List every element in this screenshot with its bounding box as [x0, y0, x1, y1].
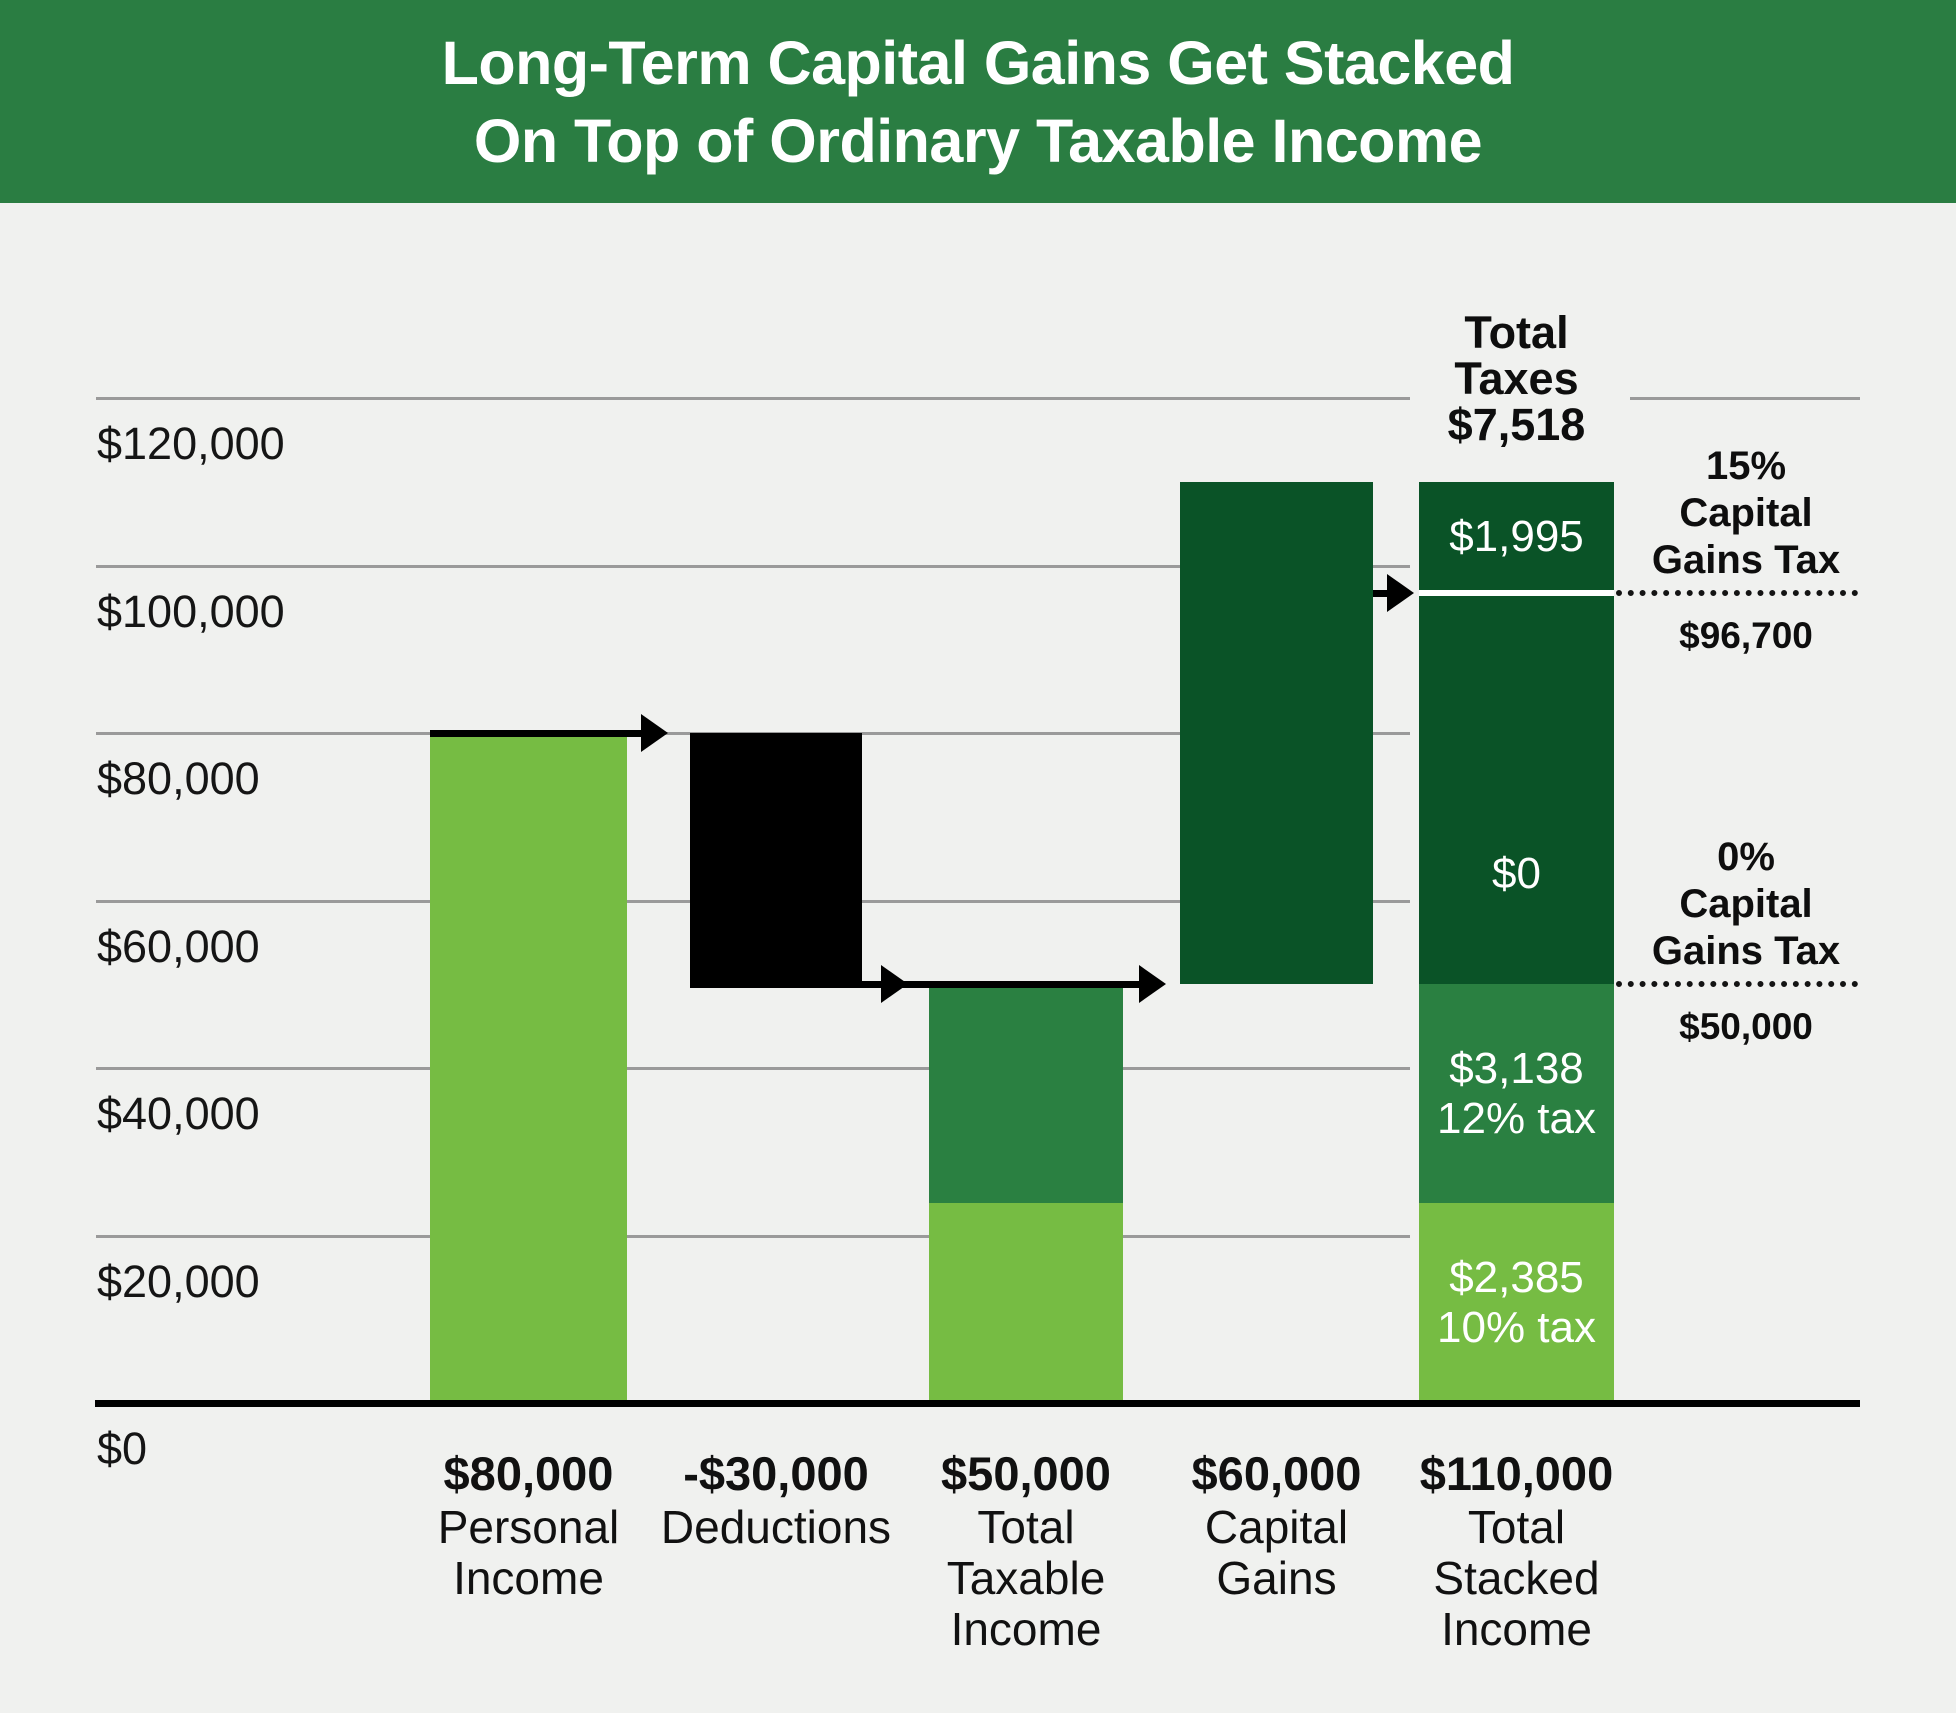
bottom-label-name-line: Total — [977, 1501, 1075, 1553]
bottom-label-name-line: Income — [950, 1603, 1102, 1655]
arrow-income-to-deductions-head-0 — [641, 714, 668, 752]
chart-title-line-2: On Top of Ordinary Taxable Income — [473, 106, 1483, 175]
gridline-100000 — [96, 564, 1410, 568]
bar-total-stacked-income-segment-0 — [1419, 1203, 1614, 1403]
bar-total-stacked-income-segment-2 — [1419, 593, 1614, 985]
bottom-label-name-line: Stacked — [1433, 1552, 1600, 1604]
label-15-percent-bracket: 15% Capital Gains Tax — [1566, 443, 1926, 584]
arrow-deductions-to-taxable-to-gains-line — [690, 981, 1139, 989]
dotted-line-15-percent-bracket — [1616, 590, 1858, 597]
bottom-label-total-stacked-income: $110,000 Total Stacked Income — [1359, 1446, 1674, 1655]
total-taxes-line: Taxes — [1454, 353, 1579, 404]
bar-capital-gains-segment-0 — [1180, 481, 1373, 985]
threshold-0-percent-bracket: $50,000 — [1679, 1006, 1813, 1048]
bottom-label-name-line: Personal — [437, 1501, 620, 1553]
bracket-label-line: 0% — [1717, 835, 1775, 880]
bar-total-stacked-income-segment-1-label: $3,138 12% tax — [1419, 1044, 1614, 1144]
bottom-label-value: $80,000 — [443, 1447, 614, 1500]
y-tick-60000: $60,000 — [97, 920, 260, 972]
gridline-120000 — [96, 397, 1410, 400]
chart-title-line-1: Long-Term Capital Gains Get Stacked — [441, 28, 1515, 97]
bottom-label-value: -$30,000 — [683, 1447, 869, 1500]
bottom-label-total-taxable-income: $50,000 Total Taxable Income — [869, 1446, 1183, 1655]
bracket-label-line: Gains Tax — [1651, 538, 1841, 583]
y-tick-20000: $20,000 — [97, 1255, 260, 1307]
bottom-label-value: $110,000 — [1419, 1447, 1614, 1500]
segment-label-line: $3,138 — [1449, 1043, 1584, 1093]
bar-personal-income-segment-0 — [430, 733, 627, 1403]
bar-total-stacked-income-segment-3 — [1419, 481, 1614, 594]
bottom-label-name-line: Capital — [1204, 1501, 1349, 1553]
y-tick-40000: $40,000 — [97, 1088, 260, 1139]
y-tick-100000: $100,000 — [97, 585, 285, 637]
label-0-percent-bracket: 0% Capital Gains Tax — [1566, 834, 1926, 975]
total-taxes-line: Total — [1464, 307, 1569, 358]
gridline-20000 — [96, 1234, 1410, 1238]
bottom-label-deductions: -$30,000 Deductions — [630, 1446, 922, 1553]
stacked-bar-bracket-separator — [1419, 590, 1614, 597]
bracket-label-line: Gains Tax — [1651, 929, 1841, 974]
bottom-label-capital-gains: $60,000 Capital Gains — [1120, 1446, 1433, 1604]
gridline-120000-right-segment — [1630, 397, 1860, 400]
segment-label-line: $2,385 — [1449, 1253, 1584, 1303]
bracket-label-line: Capital — [1679, 491, 1813, 536]
bottom-label-name-line: Income — [1441, 1603, 1592, 1655]
arrow-gains-top-to-stacked-head-0 — [1387, 574, 1414, 613]
bottom-label-personal-income: $80,000 Personal Income — [370, 1446, 687, 1604]
segment-label-line: $0 — [1492, 848, 1541, 898]
bottom-label-name-line: Deductions — [660, 1501, 892, 1553]
arrow-deductions-to-taxable-to-gains-head-0 — [881, 965, 908, 1004]
bottom-label-value: $60,000 — [1191, 1447, 1362, 1500]
x-axis-line — [95, 1400, 1860, 1407]
bar-total-taxable-income-segment-1 — [929, 984, 1123, 1204]
bottom-label-name-line: Gains — [1216, 1552, 1337, 1604]
dotted-line-0-percent-bracket — [1616, 981, 1858, 988]
bar-total-taxable-income-segment-0 — [929, 1203, 1123, 1403]
segment-label-line: 10% tax — [1437, 1303, 1596, 1353]
bar-deductions-segment-0 — [690, 733, 862, 985]
bottom-label-name-line: Income — [453, 1552, 604, 1604]
bar-total-stacked-income-segment-3-label: $1,995 — [1419, 512, 1614, 562]
segment-label-line: $1,995 — [1449, 512, 1584, 562]
segment-label-line: 12% tax — [1437, 1093, 1596, 1143]
bar-total-stacked-income-segment-0-label: $2,385 10% tax — [1419, 1253, 1614, 1353]
total-taxes-label: Total Taxes $7,518 — [1317, 310, 1717, 448]
bar-total-stacked-income-segment-1 — [1419, 984, 1614, 1204]
y-tick-0: $0 — [97, 1423, 148, 1474]
y-tick-120000: $120,000 — [97, 418, 285, 469]
total-taxes-line: $7,518 — [1447, 399, 1586, 450]
threshold-15-percent-bracket: $96,700 — [1679, 615, 1813, 657]
bar-total-stacked-income-segment-2-label: $0 — [1419, 849, 1614, 899]
bracket-label-line: 15% — [1705, 444, 1787, 489]
gridline-40000 — [96, 1067, 1410, 1070]
bottom-label-value: $50,000 — [941, 1447, 1111, 1500]
bottom-label-name-line: Total — [1467, 1501, 1566, 1553]
bracket-label-line: Capital — [1679, 882, 1813, 927]
title-banner: Long-Term Capital Gains Get Stacked On T… — [0, 0, 1956, 203]
bottom-label-name-line: Taxable — [946, 1552, 1106, 1604]
arrow-gains-top-to-stacked-line — [1373, 590, 1387, 598]
y-tick-80000: $80,000 — [97, 753, 260, 804]
arrow-deductions-to-taxable-to-gains-head-1 — [1139, 965, 1166, 1004]
arrow-income-to-deductions-line — [430, 730, 641, 737]
